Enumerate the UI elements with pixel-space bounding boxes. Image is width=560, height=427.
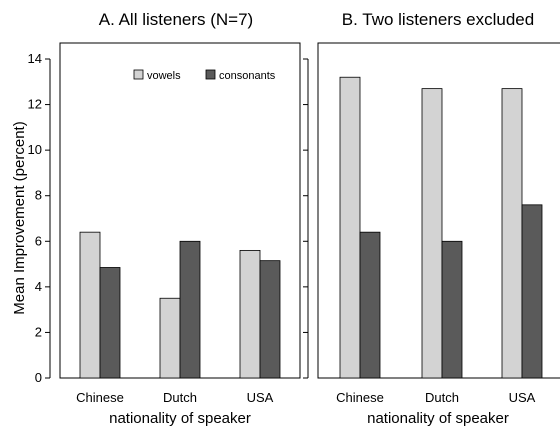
bar-consonants-usa <box>259 260 281 379</box>
x-tick-label-dutch: Dutch <box>425 390 459 405</box>
x-tick-label-usa: USA <box>509 390 536 405</box>
bar-consonants-chinese <box>99 267 121 379</box>
x-tick-label-chinese: Chinese <box>336 390 384 405</box>
legend-label-vowels: vowels <box>147 70 181 82</box>
bar-vowels-usa <box>239 249 261 379</box>
y-tick-label: 2 <box>35 324 42 339</box>
bar-consonants-dutch <box>441 240 463 379</box>
y-tick-label: 4 <box>35 279 42 294</box>
bar-vowels-dutch <box>421 88 443 379</box>
y-tick-label: 14 <box>28 51 42 66</box>
legend-swatch-consonants <box>205 69 216 80</box>
y-tick-label: 0 <box>35 370 42 385</box>
bar-consonants-dutch <box>179 240 201 379</box>
y-tick-label: 10 <box>28 142 42 157</box>
bar-vowels-usa <box>501 88 523 379</box>
y-tick-label: 12 <box>28 97 42 112</box>
panel-b-x-axis-label: nationality of speaker <box>367 410 509 427</box>
bar-consonants-chinese <box>359 231 381 379</box>
y-tick-label: 8 <box>35 188 42 203</box>
y-axis-label: Mean Improvement (percent) <box>11 121 28 314</box>
y-tick-label: 6 <box>35 233 42 248</box>
panel-b-bars <box>339 76 543 379</box>
panel-b-title: B. Two listeners excluded <box>342 10 534 29</box>
bar-consonants-usa <box>521 204 543 379</box>
legend-swatch-vowels <box>133 69 144 80</box>
legend-label-consonants: consonants <box>219 70 276 82</box>
panel-a-y-ticks: 0 2 4 6 8 10 12 14 <box>28 51 50 385</box>
panel-a-title: A. All listeners (N=7) <box>99 10 253 29</box>
bar-vowels-chinese <box>339 76 361 379</box>
bar-vowels-chinese <box>79 231 101 379</box>
panel-b-y-ticks <box>303 58 308 379</box>
bar-vowels-dutch <box>159 297 181 379</box>
x-tick-label-chinese: Chinese <box>76 390 124 405</box>
x-tick-label-dutch: Dutch <box>163 390 197 405</box>
panel-a-bars <box>79 231 281 379</box>
legend: vowels consonants <box>133 69 276 82</box>
panel-a-x-ticks: Chinese Dutch USA <box>76 390 274 405</box>
x-tick-label-usa: USA <box>247 390 274 405</box>
panel-b-x-ticks: Chinese Dutch USA <box>336 390 536 405</box>
panel-a-x-axis-label: nationality of speaker <box>109 410 251 427</box>
